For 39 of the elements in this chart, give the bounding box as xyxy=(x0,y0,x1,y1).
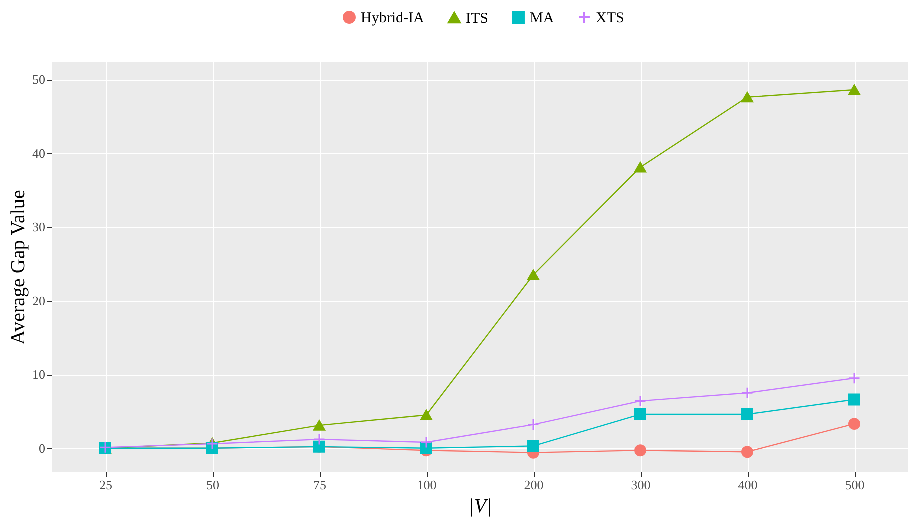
legend-label: MA xyxy=(530,10,554,27)
point xyxy=(742,92,754,103)
point xyxy=(314,434,326,446)
x-tick-label: 400 xyxy=(738,478,758,492)
point xyxy=(848,418,860,430)
y-tick-label: 40 xyxy=(32,146,46,161)
x-tick-label: 25 xyxy=(100,478,112,492)
point xyxy=(314,420,326,431)
legend-label: XTS xyxy=(596,10,624,27)
point xyxy=(528,418,540,431)
y-axis-title: Average Gap Value xyxy=(8,190,30,345)
point xyxy=(848,84,860,96)
legend-label: Hybrid-IA xyxy=(361,10,424,27)
y-tick-label: 10 xyxy=(32,367,46,382)
x-tick-label: 300 xyxy=(631,478,651,492)
y-tick-label: 0 xyxy=(39,440,46,456)
point xyxy=(420,410,432,421)
y-tick-label: 30 xyxy=(32,220,46,235)
point xyxy=(742,408,754,420)
point xyxy=(634,408,646,420)
x-tick-label: 500 xyxy=(845,478,865,492)
y-tick-label: 50 xyxy=(32,72,46,88)
point xyxy=(420,436,432,448)
point xyxy=(634,395,646,408)
x-tick-label: 100 xyxy=(417,478,437,492)
point xyxy=(528,270,540,280)
point xyxy=(742,387,754,400)
point xyxy=(634,444,646,457)
point xyxy=(634,162,646,173)
point xyxy=(848,394,860,406)
point xyxy=(848,372,860,384)
x-axis-title: |V| xyxy=(468,496,492,518)
point xyxy=(528,440,540,452)
x-tick-label: 75 xyxy=(314,478,326,492)
legend-label: ITS xyxy=(466,10,488,27)
x-tick-label: 200 xyxy=(524,478,544,492)
y-tick-label: 20 xyxy=(32,293,46,308)
x-tick-label: 50 xyxy=(206,478,220,492)
point xyxy=(742,446,754,458)
